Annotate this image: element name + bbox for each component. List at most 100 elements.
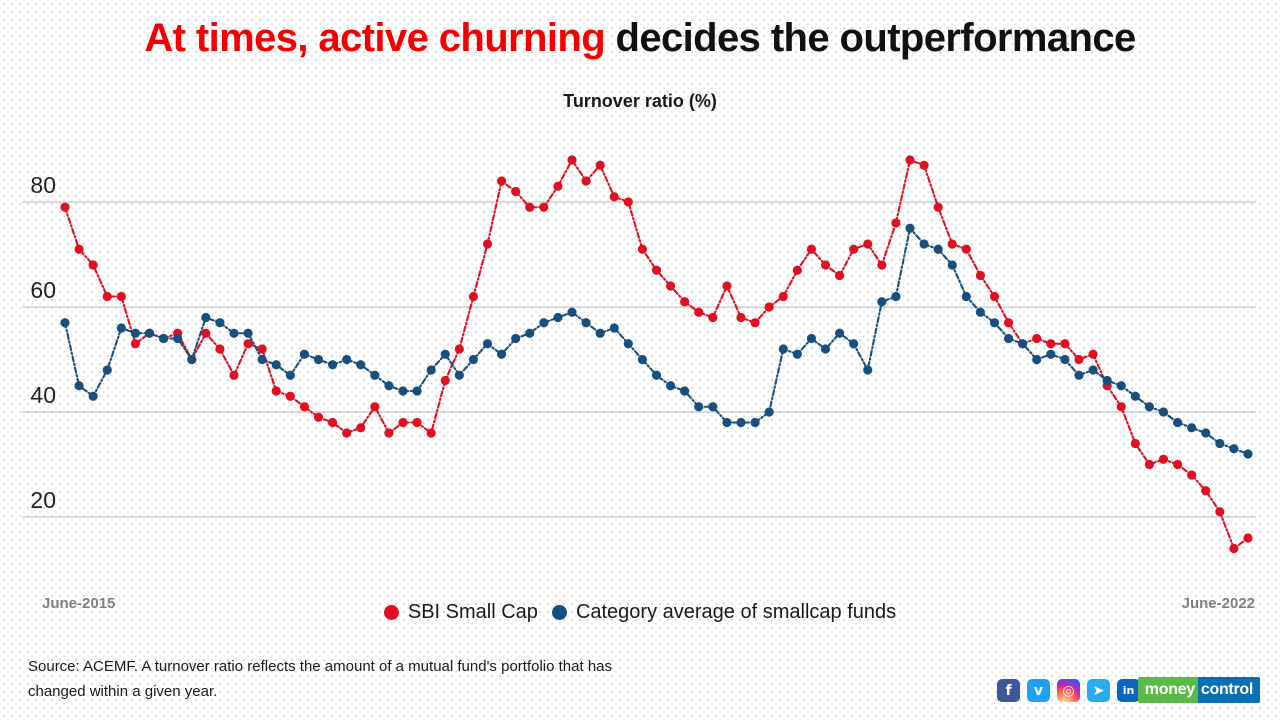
data-point (1130, 438, 1140, 449)
series-line (63, 157, 1250, 551)
source-note-line2: changed within a given year. (28, 682, 218, 700)
data-point (891, 291, 901, 302)
data-point (299, 402, 310, 412)
data-point (764, 302, 774, 312)
data-point (116, 291, 126, 302)
data-point (778, 344, 788, 354)
data-point (961, 291, 971, 302)
legend-item-category-average[interactable]: Category average of smallcap funds (551, 601, 897, 624)
y-axis-tick-label: 20 (30, 487, 56, 513)
data-point (1144, 402, 1155, 412)
data-point (975, 270, 986, 281)
series-category-average (60, 223, 1253, 459)
source-note-line1: Source: ACEMF. A turnover ratio reflects… (28, 658, 613, 675)
logo-control-text: control (1197, 677, 1260, 703)
data-point (947, 239, 957, 249)
chart-legend: SBI Small Cap Category average of smallca… (0, 601, 1280, 624)
telegram-icon[interactable]: ➤ (1087, 679, 1110, 702)
data-point (581, 318, 591, 328)
data-point (567, 155, 577, 165)
series-sbi-small-cap (60, 155, 1253, 554)
data-point (496, 349, 507, 359)
line-chart (22, 155, 1256, 554)
data-point (1243, 533, 1253, 543)
data-point (1102, 375, 1112, 386)
data-point (581, 176, 591, 186)
chart-plot-area: 20 40 60 80 (22, 155, 1256, 554)
data-point (539, 202, 549, 212)
source-note: Source: ACEMF. A turnover ratio reflects… (28, 655, 788, 705)
data-point (1158, 454, 1169, 464)
gridlines (22, 201, 1256, 518)
series-layer (60, 155, 1253, 554)
data-point (243, 339, 253, 349)
data-point (553, 181, 563, 191)
data-point (905, 223, 915, 233)
data-point (285, 370, 295, 380)
data-point (342, 428, 352, 438)
y-axis-tick-label: 80 (30, 172, 56, 198)
twitter-icon[interactable]: ᴠ (1027, 679, 1050, 702)
data-point (961, 244, 971, 254)
data-point (665, 281, 676, 291)
facebook-icon[interactable]: f (997, 679, 1020, 702)
data-point (327, 360, 338, 370)
legend-item-sbi-small-cap[interactable]: SBI Small Cap (383, 601, 538, 624)
data-point (271, 386, 281, 396)
data-point (1003, 333, 1014, 344)
data-point (1201, 486, 1211, 496)
data-point (187, 354, 197, 365)
data-point (342, 354, 352, 365)
page-title-rest: decides the outperformance (605, 16, 1137, 60)
data-point (285, 391, 295, 401)
data-point (975, 307, 986, 317)
legend-label: SBI Small Cap (407, 601, 538, 623)
data-point (1088, 365, 1098, 375)
data-point (849, 339, 859, 349)
data-point (116, 323, 126, 333)
data-point (539, 318, 549, 328)
data-point (60, 202, 70, 212)
data-point (708, 402, 718, 412)
data-point (1158, 407, 1169, 417)
data-point (1046, 339, 1056, 349)
data-point (877, 297, 887, 307)
instagram-icon[interactable]: ◎ (1057, 679, 1080, 702)
data-point (454, 370, 464, 380)
data-point (849, 244, 859, 254)
data-point (778, 291, 788, 302)
data-point (426, 365, 436, 375)
data-point (74, 244, 84, 254)
legend-marker-icon (383, 605, 399, 620)
legend-marker-icon (551, 605, 567, 620)
data-point (525, 202, 535, 212)
data-point (722, 281, 732, 291)
data-point (271, 360, 281, 370)
data-point (736, 312, 746, 323)
data-point (468, 354, 479, 365)
linkedin-icon[interactable]: in (1117, 679, 1140, 702)
data-point (905, 155, 915, 165)
data-point (806, 333, 817, 344)
data-point (370, 370, 380, 380)
data-point (792, 349, 802, 359)
data-point (173, 333, 183, 344)
data-point (511, 186, 521, 197)
data-point (440, 349, 450, 359)
data-point (1074, 354, 1084, 365)
data-point (989, 291, 1000, 302)
legend-label: Category average of smallcap funds (575, 601, 897, 623)
data-point (694, 307, 704, 317)
data-point (243, 328, 253, 338)
x-axis-end-label: June-2022 (1181, 595, 1255, 612)
data-point (623, 197, 633, 207)
data-point (1116, 381, 1126, 391)
data-point (412, 386, 422, 396)
data-point (356, 360, 366, 370)
data-point (215, 344, 225, 354)
data-point (834, 270, 845, 281)
data-point (1116, 402, 1126, 412)
data-point (313, 412, 324, 422)
data-point (609, 323, 619, 333)
data-point (708, 312, 718, 323)
